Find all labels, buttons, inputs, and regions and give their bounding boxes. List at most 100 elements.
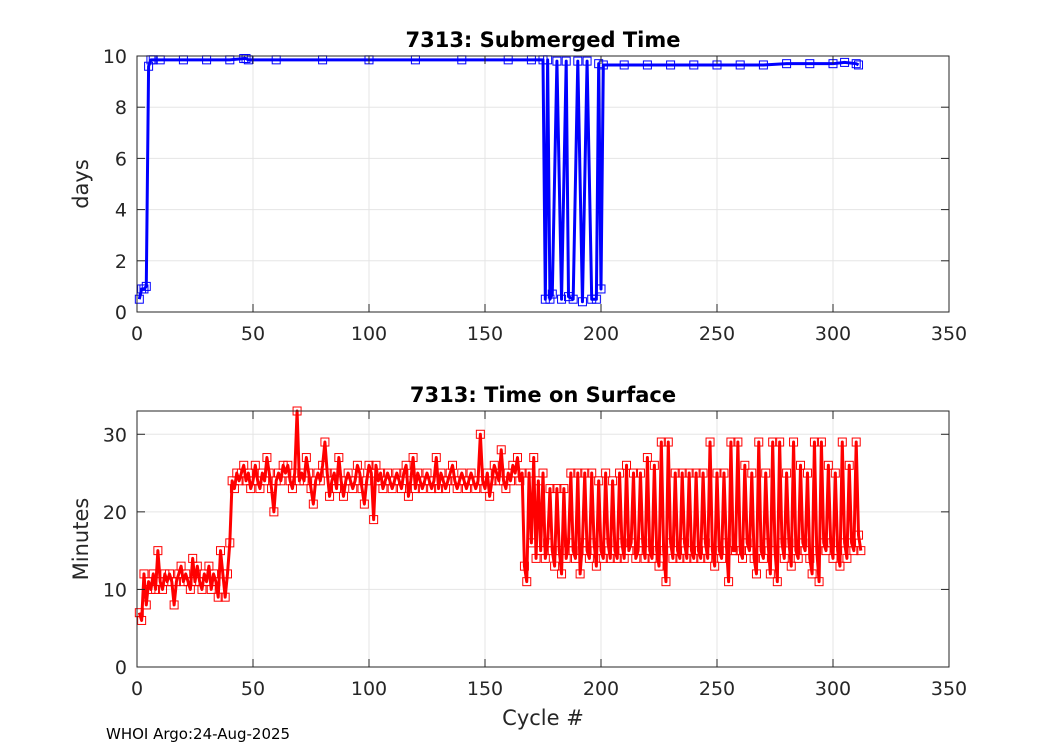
data-point <box>735 60 745 70</box>
data-point <box>587 294 597 304</box>
data-point <box>153 546 163 556</box>
data-point <box>334 453 344 463</box>
data-point <box>510 468 520 478</box>
data-point <box>429 476 439 486</box>
data-point <box>654 561 664 571</box>
data-point <box>601 468 611 478</box>
data-point <box>816 437 826 447</box>
data-point <box>603 538 613 548</box>
data-point <box>844 460 854 470</box>
data-point <box>552 56 562 66</box>
data-point <box>828 553 838 563</box>
data-point <box>552 484 562 494</box>
data-point <box>213 592 223 602</box>
data-point <box>526 538 536 548</box>
data-point <box>322 468 332 478</box>
data-point <box>608 476 618 486</box>
data-point <box>591 294 601 304</box>
data-point <box>318 460 328 470</box>
data-point <box>557 569 567 579</box>
data-point <box>726 437 736 447</box>
data-point <box>598 553 608 563</box>
data-point <box>703 553 713 563</box>
data-point <box>396 484 406 494</box>
data-point <box>744 546 754 556</box>
data-point <box>612 553 622 563</box>
data-point <box>564 292 574 302</box>
data-point <box>698 468 708 478</box>
data-point <box>359 499 369 509</box>
data-point <box>269 507 279 517</box>
data-point <box>570 553 580 563</box>
data-point <box>141 281 151 291</box>
data-point <box>304 468 314 478</box>
data-point <box>573 56 583 66</box>
data-point <box>338 491 348 501</box>
data-point <box>255 484 265 494</box>
data-point <box>659 546 669 556</box>
data-point <box>807 569 817 579</box>
x-tick-label: 100 <box>351 323 387 345</box>
data-point <box>833 546 843 556</box>
data-point <box>517 468 527 478</box>
data-point <box>854 60 864 70</box>
data-point <box>134 294 144 304</box>
data-point <box>782 468 792 478</box>
data-point <box>564 538 574 548</box>
data-point <box>206 584 216 594</box>
data-point <box>188 553 198 563</box>
data-point <box>700 538 710 548</box>
data-point <box>406 476 416 486</box>
data-point <box>619 60 629 70</box>
data-point <box>789 437 799 447</box>
data-point <box>355 468 365 478</box>
data-point <box>840 57 850 67</box>
data-point <box>538 468 548 478</box>
data-point <box>668 553 678 563</box>
data-point <box>772 577 782 587</box>
data-point <box>148 569 158 579</box>
data-point <box>218 569 228 579</box>
data-point <box>301 453 311 463</box>
data-point <box>751 569 761 579</box>
data-point <box>561 56 571 66</box>
data-point <box>800 546 810 556</box>
footer-note: WHOI Argo:24-Aug-2025 <box>106 725 291 743</box>
data-point <box>638 538 648 548</box>
data-point <box>854 530 864 540</box>
chart-title: 7313: Time on Surface <box>410 383 676 407</box>
data-point <box>823 460 833 470</box>
data-point <box>543 538 553 548</box>
data-point <box>545 294 555 304</box>
data-point <box>547 546 557 556</box>
data-point <box>640 553 650 563</box>
data-point <box>589 538 599 548</box>
data-point <box>812 546 822 556</box>
data-point <box>684 468 694 478</box>
data-point <box>482 468 492 478</box>
data-point <box>837 437 847 447</box>
data-point <box>431 453 441 463</box>
data-point <box>371 460 381 470</box>
data-point <box>710 561 720 571</box>
data-point <box>137 615 147 625</box>
data-point <box>229 484 239 494</box>
data-point <box>287 484 297 494</box>
data-point <box>582 56 592 66</box>
x-tick-label: 150 <box>467 323 503 345</box>
data-point <box>192 561 202 571</box>
data-point <box>765 569 775 579</box>
data-point <box>738 553 748 563</box>
data-point <box>501 484 511 494</box>
data-point <box>369 515 379 525</box>
x-tick-label: 300 <box>815 678 851 700</box>
data-point <box>519 561 529 571</box>
data-point <box>856 546 866 556</box>
data-point <box>554 546 564 556</box>
data-point <box>782 59 792 69</box>
data-point <box>575 569 585 579</box>
data-point <box>796 460 806 470</box>
data-point <box>557 294 567 304</box>
data-point <box>809 437 819 447</box>
data-point <box>475 429 485 439</box>
